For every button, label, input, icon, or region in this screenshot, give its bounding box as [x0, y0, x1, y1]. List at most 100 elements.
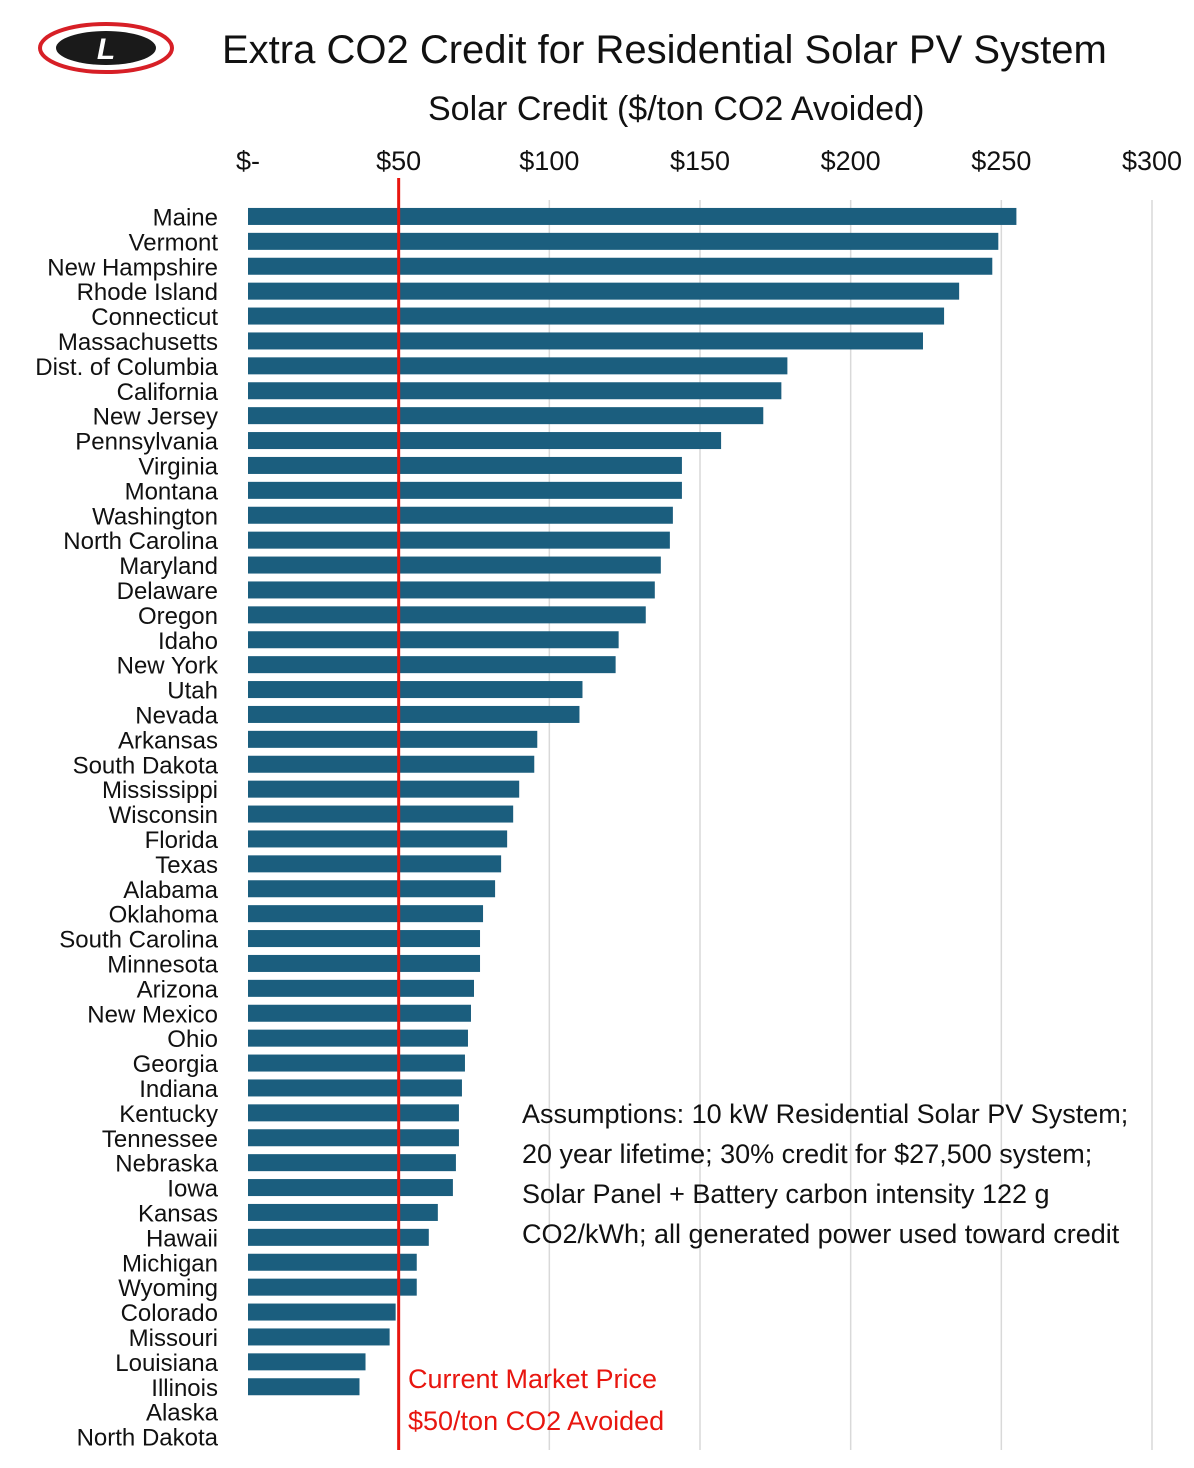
category-label: Louisiana [115, 1350, 218, 1377]
category-label: Kansas [138, 1200, 218, 1227]
bar [248, 481, 682, 499]
category-label: Nevada [135, 702, 218, 729]
category-label: New Mexico [87, 1001, 218, 1028]
bar [248, 1079, 462, 1097]
category-label: Dist. of Columbia [35, 354, 218, 381]
logo-letter: L [97, 33, 115, 66]
bar [248, 531, 670, 549]
category-label: Alaska [146, 1400, 219, 1427]
category-label: New Jersey [93, 404, 218, 431]
x-tick-label: $50 [376, 146, 421, 176]
category-label: Nebraska [115, 1151, 218, 1178]
category-label: Utah [167, 678, 218, 705]
bar [248, 1054, 465, 1072]
category-label: Montana [125, 478, 219, 505]
bar [248, 1203, 438, 1221]
x-tick-labels: $- $50 $100 $150 $200 $250 $300 [236, 146, 1182, 176]
x-tick-label: $100 [519, 146, 579, 176]
bar [248, 905, 484, 923]
bar [248, 1104, 459, 1122]
bar [248, 606, 646, 624]
category-label: Illinois [151, 1375, 218, 1402]
bar [248, 282, 960, 300]
bar [248, 307, 945, 325]
category-label: Idaho [158, 628, 218, 655]
bar [248, 382, 782, 400]
bar [248, 805, 514, 823]
x-axis-title: Solar Credit ($/ton CO2 Avoided) [428, 90, 925, 128]
bar [248, 730, 538, 748]
category-label: Michigan [122, 1250, 218, 1277]
category-label: North Carolina [63, 528, 218, 555]
bar [248, 681, 583, 699]
bar [248, 1253, 417, 1271]
bar [248, 1278, 417, 1296]
bar [248, 780, 520, 798]
category-label: Washington [92, 503, 218, 530]
category-label: Kentucky [119, 1101, 218, 1128]
bar [248, 705, 580, 723]
category-label: New Hampshire [47, 254, 218, 281]
x-tick-label: $200 [821, 146, 881, 176]
category-label: Arizona [137, 976, 219, 1003]
bar [248, 1179, 453, 1197]
category-label: Indiana [139, 1076, 218, 1103]
chart-title: Extra CO2 Credit for Residential Solar P… [222, 28, 1107, 72]
bar [248, 332, 923, 350]
category-label: Alabama [123, 877, 218, 904]
category-label: Ohio [167, 1026, 218, 1053]
assumptions-note: Assumptions: 10 kW Residential Solar PV … [522, 1099, 1129, 1249]
reference-label-line1: Current Market Price [408, 1364, 658, 1394]
bar [248, 1353, 366, 1371]
category-label: South Carolina [59, 927, 218, 954]
bar [248, 556, 661, 574]
bar [248, 232, 999, 250]
bar [248, 432, 722, 450]
category-label: California [117, 379, 219, 406]
bar [248, 1328, 390, 1346]
bar [248, 407, 764, 425]
bars [248, 207, 1017, 1396]
category-label: Minnesota [107, 951, 218, 978]
category-label: Colorado [121, 1300, 218, 1327]
category-label: Iowa [167, 1176, 218, 1203]
bar [248, 1129, 459, 1147]
category-label: Pennsylvania [75, 429, 218, 456]
category-label: Oregon [138, 603, 218, 630]
bar [248, 1378, 360, 1396]
category-label: Georgia [133, 1051, 219, 1078]
category-label: Texas [155, 852, 218, 879]
bar [248, 257, 993, 275]
category-label: Maryland [119, 553, 218, 580]
category-label: Delaware [117, 578, 218, 605]
reference-label-line2: $50/ton CO2 Avoided [408, 1406, 665, 1436]
bar [248, 880, 496, 898]
bar [248, 456, 682, 474]
category-label: Wisconsin [109, 802, 218, 829]
category-label: Missouri [129, 1325, 218, 1352]
category-label: Mississippi [102, 777, 218, 804]
bar [248, 357, 788, 375]
bar [248, 631, 619, 649]
bar [248, 979, 474, 997]
x-tick-label: $250 [971, 146, 1031, 176]
category-label: Hawaii [146, 1225, 218, 1252]
category-label: Rhode Island [77, 279, 218, 306]
bar [248, 207, 1017, 225]
category-label: Vermont [129, 229, 219, 256]
category-label: Oklahoma [109, 902, 219, 929]
bar [248, 755, 535, 773]
category-label: Connecticut [91, 304, 218, 331]
category-label: South Dakota [73, 752, 219, 779]
x-tick-label: $300 [1122, 146, 1182, 176]
bar [248, 1228, 429, 1246]
category-label: Tennessee [102, 1126, 218, 1153]
bar [248, 830, 508, 848]
bar [248, 1154, 456, 1172]
category-label: Virginia [138, 453, 218, 480]
bar [248, 506, 673, 524]
company-logo: L [38, 22, 174, 74]
bar [248, 1004, 471, 1022]
